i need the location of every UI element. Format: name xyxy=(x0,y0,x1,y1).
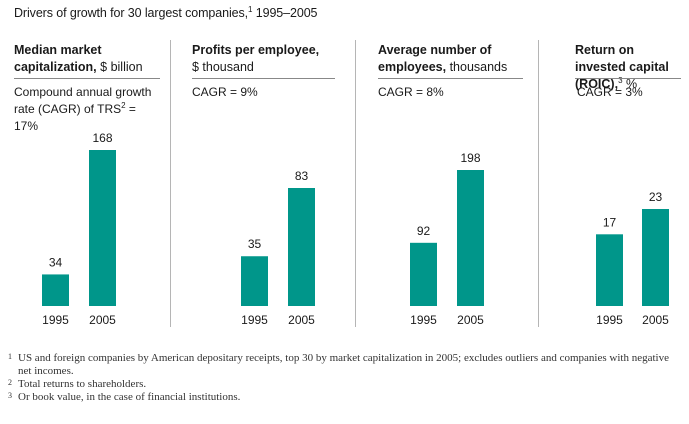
cagr-label-employees: CAGR = 8% xyxy=(378,85,444,99)
data-label: 83 xyxy=(295,169,309,183)
panel-rule xyxy=(14,78,160,79)
data-label: 34 xyxy=(49,255,63,269)
bar-2005 xyxy=(642,209,669,306)
bar-1995 xyxy=(596,234,623,306)
data-label: 168 xyxy=(92,131,112,145)
cagr-label-profits: CAGR = 9% xyxy=(192,85,258,99)
bar-1995 xyxy=(42,274,69,306)
panel-divider xyxy=(355,40,356,327)
footnote: 1 US and foreign companies by American de… xyxy=(8,352,669,377)
bar-2005 xyxy=(288,188,315,306)
category-label: 2005 xyxy=(288,313,315,327)
data-label: 35 xyxy=(248,237,262,251)
category-label: 1995 xyxy=(410,313,437,327)
footnote: 2 Total returns to shareholders. xyxy=(8,378,147,390)
category-label: 1995 xyxy=(241,313,268,327)
panel-divider xyxy=(170,40,171,327)
panel-title-roic: Return on invested capital (ROIC),3 % xyxy=(575,43,669,91)
category-label: 2005 xyxy=(89,313,116,327)
bar-2005 xyxy=(457,170,484,306)
panel-title-market-cap: Median market capitalization, $ billion xyxy=(14,43,143,74)
category-label: 2005 xyxy=(457,313,484,327)
panel-divider xyxy=(538,40,539,327)
data-label: 92 xyxy=(417,224,431,238)
data-label: 17 xyxy=(603,215,617,229)
footnotes: 1 US and foreign companies by American de… xyxy=(8,352,680,404)
panel-rule xyxy=(378,78,523,79)
panel-rule xyxy=(575,78,681,79)
category-label: 1995 xyxy=(42,313,69,327)
chart-title: Drivers of growth for 30 largest compani… xyxy=(14,5,318,21)
panel-title-profits: Profits per employee, $ thousand xyxy=(192,43,320,74)
cagr-label-market-cap: Compound annual growth rate (CAGR) of TR… xyxy=(14,85,152,133)
category-label: 1995 xyxy=(596,313,623,327)
panel-rule xyxy=(192,78,335,79)
data-label: 23 xyxy=(649,190,663,204)
panel-title-employees: Average number of employees, thousands xyxy=(378,43,508,74)
data-label: 198 xyxy=(460,151,480,165)
footnote: 3 Or book value, in the case of financial… xyxy=(8,391,241,403)
cagr-label-roic: CAGR = 3% xyxy=(577,85,643,99)
bar-charts: 34 1995 168 2005 35 1995 83 2005 92 1995 198 2005 17… xyxy=(42,131,669,327)
bar-1995 xyxy=(241,256,268,306)
bar-2005 xyxy=(89,150,116,306)
category-label: 2005 xyxy=(642,313,669,327)
bar-1995 xyxy=(410,242,437,306)
